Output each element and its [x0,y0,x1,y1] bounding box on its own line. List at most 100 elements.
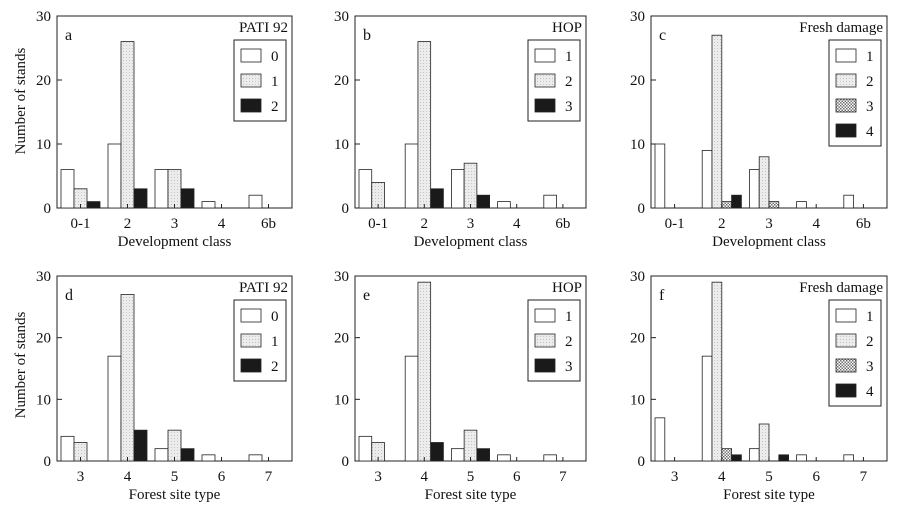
x-tick-label: 6 [218,469,226,485]
legend-swatch-3 [534,98,556,113]
x-tick-label: 3 [765,216,773,232]
x-tick-label: 3 [171,216,179,232]
legend-swatch-1 [240,73,262,88]
bar-a-6b-series-0 [248,194,263,209]
legend-label-1: 1 [866,49,874,65]
legend: 0 1 2 [233,39,287,122]
legend-swatch-1 [835,48,857,63]
x-tick-label: 5 [765,469,773,485]
chart-panel-b: 0 10 20 30 0-1 2 3 4 6b b Development class HOP 1 2 3 [334,9,587,250]
x-axis-label: Development class [712,234,826,250]
bar-f-4-series-4 [731,454,742,462]
bar-c-6b-series-1 [843,194,854,209]
y-axis-label-top: Number of stands [13,48,29,155]
bar-d-4-series-0 [107,355,122,462]
legend: 1 2 3 [527,39,581,122]
bar-b-3-series-1 [450,169,465,209]
x-tick-label: 0-1 [368,216,388,232]
bar-d-5-series-0 [154,448,169,462]
x-tick-label: 3 [374,469,382,485]
x-axis-label: Development class [414,234,528,250]
bar-c-3-series-3 [768,201,780,209]
panel-letter: a [65,27,72,44]
legend-label-2: 2 [271,99,279,115]
y-tick-label: 0 [638,201,646,217]
legend: 0 1 2 [233,299,287,382]
x-tick-label: 3 [671,469,679,485]
bar-e-6-series-1 [497,454,511,462]
bar-a-0-1-series-2 [86,201,101,209]
legend-label-3: 3 [866,359,874,375]
legend-title: Fresh damage [799,20,883,36]
y-tick-label: 10 [630,137,645,153]
y-tick-label: 0 [342,454,350,470]
legend-title: Fresh damage [799,280,883,296]
chart-panel-f: 0 10 20 30 3 4 5 6 7 f Forest site type Fresh damag… [630,269,888,503]
x-tick-label: 6b [555,216,570,232]
legend-label-3: 3 [866,99,874,115]
x-axis-label: Development class [118,234,232,250]
y-tick-label: 10 [334,392,349,408]
panel-letter: e [363,287,370,304]
x-tick-label: 6 [513,469,521,485]
panel-letter: f [659,287,665,304]
bar-e-4-series-3 [430,442,444,462]
bar-d-5-series-2 [180,448,195,462]
legend-swatch-4 [835,123,857,138]
legend-label-4: 4 [866,384,874,400]
bar-a-4-series-0 [201,201,216,209]
bar-f-5-series-1 [749,448,760,462]
legend-swatch-1 [534,308,556,323]
bar-d-4-series-2 [133,429,148,462]
x-tick-label: 5 [467,469,475,485]
bar-f-7-series-1 [843,454,854,462]
bar-b-6b-series-1 [543,194,557,209]
legend-swatch-1 [240,333,262,348]
bar-d-4-series-1 [120,294,135,462]
bar-e-5-series-1 [450,448,465,462]
bar-c-2-series-1 [701,149,713,209]
legend-swatch-2 [240,358,262,373]
bar-f-4-series-2 [711,281,723,462]
x-tick-label: 4 [513,216,521,232]
y-tick-label: 10 [630,392,645,408]
legend-label-2: 2 [271,359,279,375]
x-tick-label: 3 [467,216,475,232]
bar-d-6-series-0 [201,454,216,462]
x-tick-label: 0-1 [665,216,685,232]
legend-swatch-3 [835,98,857,113]
bar-f-5-series-2 [758,423,770,462]
y-tick-label: 10 [36,392,51,408]
legend-swatch-0 [240,308,262,323]
bar-e-3-series-1 [358,435,373,462]
x-tick-label: 6 [812,469,820,485]
x-tick-label: 7 [265,469,273,485]
legend-label-0: 0 [271,309,279,325]
legend-swatch-3 [835,358,857,373]
legend-title: PATI 92 [239,280,288,296]
legend-swatch-2 [835,73,857,88]
bar-a-3-series-1 [167,169,182,209]
legend-label-3: 3 [565,359,573,375]
y-tick-label: 30 [334,9,349,25]
legend-title: HOP [552,20,582,36]
chart-panel-c: 0 10 20 30 0-1 2 3 4 6b c Development class Fresh d… [630,9,888,250]
x-tick-label: 4 [718,469,726,485]
bar-f-4-series-1 [701,355,713,462]
legend-label-4: 4 [866,124,874,140]
x-tick-label: 2 [124,216,132,232]
x-tick-label: 4 [421,469,429,485]
legend: 1 2 3 [527,299,581,382]
bar-a-2-series-1 [120,41,135,209]
legend-swatch-2 [534,333,556,348]
legend-swatch-2 [240,98,262,113]
legend-label-2: 2 [565,334,573,350]
bar-b-2-series-3 [430,188,444,209]
bar-c-3-series-2 [758,156,770,209]
panel-letter: b [363,27,371,44]
y-tick-label: 30 [630,9,645,25]
bar-d-5-series-1 [167,429,182,462]
bar-b-3-series-2 [463,162,478,209]
panel-letter: d [65,287,73,304]
